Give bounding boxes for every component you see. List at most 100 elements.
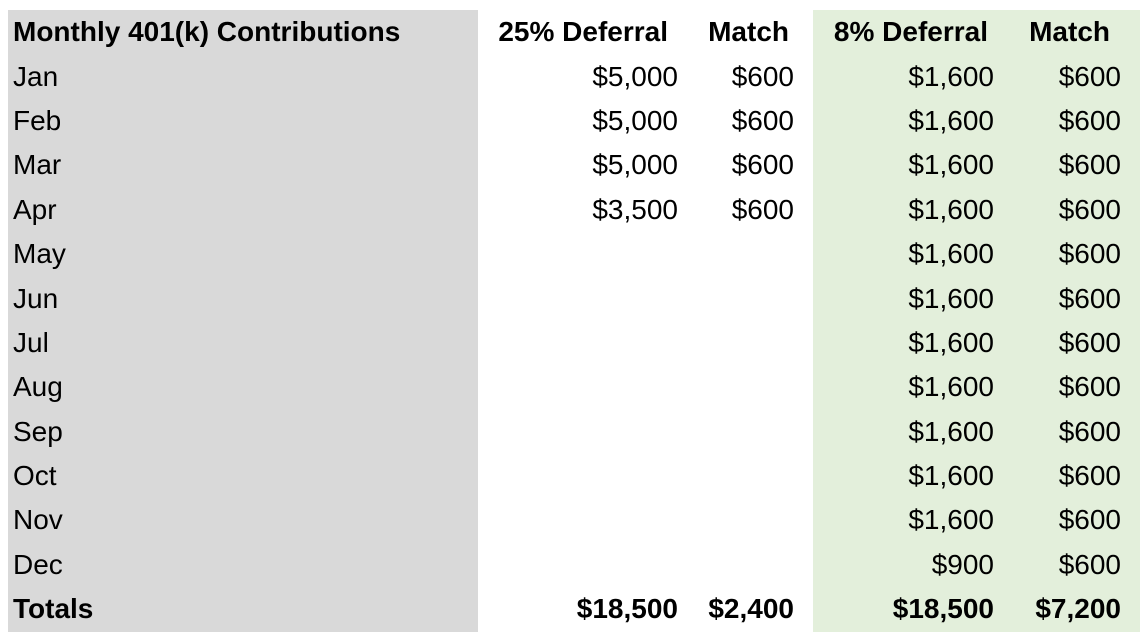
header-deferral-25[interactable]: 25% Deferral <box>498 16 668 48</box>
match-25-cell[interactable] <box>678 276 803 320</box>
match-25-cell[interactable]: $600 <box>731 193 794 225</box>
header-gap <box>803 10 813 54</box>
deferral-25-cell[interactable]: $3,500 <box>592 193 678 225</box>
deferral-25-cell[interactable] <box>478 321 678 365</box>
month-cell[interactable]: Apr <box>13 193 57 225</box>
table-row: Sep $1,600 $600 <box>8 410 1134 454</box>
match-8-cell[interactable]: $600 <box>1058 104 1121 136</box>
month-cell[interactable]: Jun <box>13 282 59 314</box>
match-25-cell[interactable] <box>678 365 803 409</box>
match-25-cell[interactable]: $600 <box>731 60 794 92</box>
match-8-cell[interactable]: $600 <box>1058 548 1121 580</box>
gap-cell <box>803 99 813 143</box>
gap-cell <box>803 276 813 320</box>
table-row: Jun $1,600 $600 <box>8 276 1134 320</box>
deferral-8-cell[interactable]: $1,600 <box>908 415 994 447</box>
table-row: Mar $5,000 $600 $1,600 $600 <box>8 143 1134 187</box>
month-cell[interactable]: Jan <box>13 60 59 92</box>
deferral-8-cell[interactable]: $1,600 <box>908 193 994 225</box>
gap-cell <box>803 587 813 631</box>
spreadsheet: Monthly 401(k) Contributions 25% Deferra… <box>8 10 1140 632</box>
month-cell[interactable]: Dec <box>13 548 63 580</box>
month-cell[interactable]: Mar <box>13 149 62 181</box>
deferral-25-cell[interactable] <box>478 276 678 320</box>
month-cell[interactable]: Feb <box>13 104 62 136</box>
deferral-8-cell[interactable]: $1,600 <box>908 60 994 92</box>
match-8-cell[interactable]: $600 <box>1058 504 1121 536</box>
deferral-25-cell[interactable]: $5,000 <box>592 104 678 136</box>
deferral-25-cell[interactable] <box>478 232 678 276</box>
match-8-cell[interactable]: $600 <box>1058 371 1121 403</box>
deferral-8-cell[interactable]: $1,600 <box>908 238 994 270</box>
month-column-shading <box>8 10 478 632</box>
match-25-cell[interactable] <box>678 454 803 498</box>
deferral-25-cell[interactable] <box>478 498 678 542</box>
deferral-25-cell[interactable]: $5,000 <box>592 149 678 181</box>
match-25-cell[interactable]: $600 <box>731 104 794 136</box>
month-cell[interactable]: Nov <box>13 504 63 536</box>
table-row: May $1,600 $600 <box>8 232 1134 276</box>
match-8-cell[interactable]: $600 <box>1058 238 1121 270</box>
deferral-8-cell[interactable]: $1,600 <box>908 326 994 358</box>
deferral-8-cell[interactable]: $1,600 <box>908 371 994 403</box>
gap-cell <box>803 54 813 98</box>
month-cell[interactable]: Sep <box>13 415 63 447</box>
header-match-25[interactable]: Match <box>708 16 789 48</box>
match-8-cell[interactable]: $600 <box>1058 326 1121 358</box>
gap-cell <box>803 143 813 187</box>
gap-cell <box>803 232 813 276</box>
total-deferral-8[interactable]: $18,500 <box>892 593 994 625</box>
gap-cell <box>803 188 813 232</box>
match-8-cell[interactable]: $600 <box>1058 415 1121 447</box>
match-25-cell[interactable] <box>678 543 803 587</box>
deferral-8-cell[interactable]: $1,600 <box>908 104 994 136</box>
month-cell[interactable]: Jul <box>13 326 49 358</box>
deferral-8-cell[interactable]: $1,600 <box>908 460 994 492</box>
gap-cell <box>803 543 813 587</box>
table-row: Jul $1,600 $600 <box>8 321 1134 365</box>
header-match-8[interactable]: Match <box>1029 16 1110 48</box>
header-row: Monthly 401(k) Contributions 25% Deferra… <box>8 10 1134 54</box>
deferral-25-cell[interactable]: $5,000 <box>592 60 678 92</box>
match-8-cell[interactable]: $600 <box>1058 460 1121 492</box>
deferral-25-cell[interactable] <box>478 365 678 409</box>
table-row: Jan $5,000 $600 $1,600 $600 <box>8 54 1134 98</box>
month-cell[interactable]: Aug <box>13 371 63 403</box>
totals-label[interactable]: Totals <box>13 593 94 625</box>
header-month[interactable]: Monthly 401(k) Contributions <box>13 16 401 48</box>
match-25-cell[interactable] <box>678 321 803 365</box>
gap-cell <box>803 365 813 409</box>
total-match-25[interactable]: $2,400 <box>708 593 794 625</box>
gap-cell <box>803 321 813 365</box>
deferral-8-cell[interactable]: $1,600 <box>908 282 994 314</box>
match-25-cell[interactable] <box>678 498 803 542</box>
table-row: Dec $900 $600 <box>8 543 1134 587</box>
table-row: Feb $5,000 $600 $1,600 $600 <box>8 99 1134 143</box>
gap-cell <box>803 454 813 498</box>
match-25-cell[interactable] <box>678 232 803 276</box>
contributions-table: Monthly 401(k) Contributions 25% Deferra… <box>8 10 1134 631</box>
gap-cell <box>803 410 813 454</box>
table-row: Aug $1,600 $600 <box>8 365 1134 409</box>
match-8-cell[interactable]: $600 <box>1058 60 1121 92</box>
deferral-25-cell[interactable] <box>478 454 678 498</box>
match-8-cell[interactable]: $600 <box>1058 193 1121 225</box>
month-cell[interactable]: May <box>13 238 66 270</box>
deferral-8-cell[interactable]: $1,600 <box>908 504 994 536</box>
total-deferral-25[interactable]: $18,500 <box>576 593 678 625</box>
deferral-25-cell[interactable] <box>478 543 678 587</box>
match-25-cell[interactable]: $600 <box>731 149 794 181</box>
table-row: Oct $1,600 $600 <box>8 454 1134 498</box>
table-row: Nov $1,600 $600 <box>8 498 1134 542</box>
totals-row: Totals $18,500 $2,400 $18,500 $7,200 <box>8 587 1134 631</box>
match-8-cell[interactable]: $600 <box>1058 149 1121 181</box>
deferral-8-cell[interactable]: $900 <box>931 548 994 580</box>
gap-cell <box>803 498 813 542</box>
match-25-cell[interactable] <box>678 410 803 454</box>
match-8-cell[interactable]: $600 <box>1058 282 1121 314</box>
month-cell[interactable]: Oct <box>13 460 57 492</box>
deferral-8-cell[interactable]: $1,600 <box>908 149 994 181</box>
header-deferral-8[interactable]: 8% Deferral <box>833 16 988 48</box>
deferral-25-cell[interactable] <box>478 410 678 454</box>
total-match-8[interactable]: $7,200 <box>1035 593 1121 625</box>
